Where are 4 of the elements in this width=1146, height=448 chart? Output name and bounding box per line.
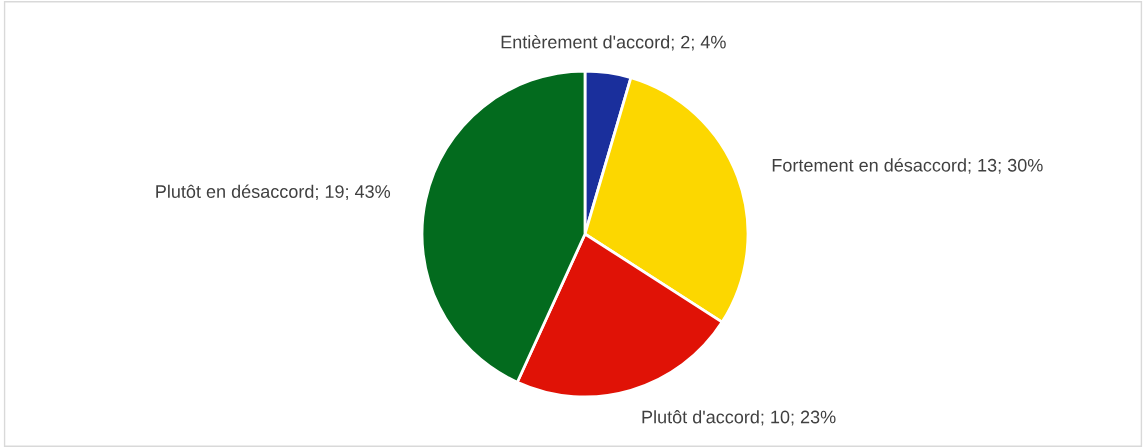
slice-label: Entièrement d'accord; 2; 4% bbox=[501, 34, 726, 51]
slice-label: Fortement en désaccord; 13; 30% bbox=[772, 158, 1043, 174]
slice-label: Plutôt d'accord; 10; 23% bbox=[642, 410, 836, 426]
slice-label: Plutôt en désaccord; 19; 43% bbox=[156, 184, 391, 201]
